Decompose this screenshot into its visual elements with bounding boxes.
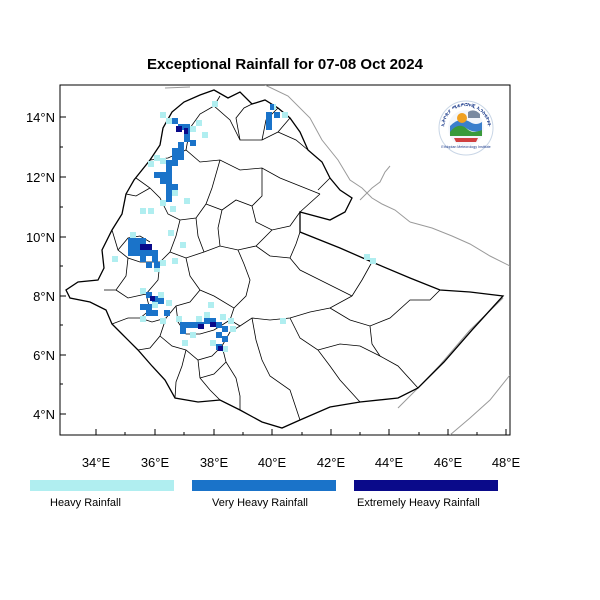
- lon-tick-label: 34°E: [82, 455, 111, 470]
- legend-swatch-very-heavy: [192, 480, 336, 491]
- lat-tick-label: 10°N: [26, 230, 55, 245]
- lon-tick-label: 40°E: [258, 455, 287, 470]
- legend-swatch-extremely-heavy: [354, 480, 498, 491]
- lon-tick-label: 38°E: [200, 455, 229, 470]
- ethiopia-border: [65, 89, 505, 429]
- lon-tick-label: 42°E: [317, 455, 346, 470]
- legend-label-very-heavy: Very Heavy Rainfall: [212, 497, 308, 509]
- very-heavy-rainfall-cells: [128, 104, 280, 350]
- lat-tick-label: 12°N: [26, 170, 55, 185]
- lon-tick-label: 36°E: [141, 455, 170, 470]
- legend-label-heavy: Heavy Rainfall: [50, 497, 121, 509]
- institute-logo: ኢትዮጵያ ሜቲዎሮሎጂ ኢንስቲትዩት Ethiopian Meteorolo…: [438, 100, 494, 156]
- lat-tick-label: 14°N: [26, 110, 55, 125]
- lat-tick-label: 4°N: [33, 407, 55, 422]
- lon-tick-label: 44°E: [375, 455, 404, 470]
- axis-ticks: [60, 116, 507, 435]
- heavy-rainfall-cells: [112, 101, 376, 352]
- lat-tick-label: 6°N: [33, 348, 55, 363]
- lat-tick-label: 8°N: [33, 289, 55, 304]
- lon-tick-label: 46°E: [434, 455, 463, 470]
- map-title: Exceptional Rainfall for 07-08 Oct 2024: [147, 56, 423, 73]
- extremely-heavy-rainfall-cells: [140, 126, 223, 351]
- legend-label-extremely-heavy: Extremely Heavy Rainfall: [357, 497, 480, 509]
- logo-bottom-text: Ethiopian Meteorology Institute: [441, 145, 490, 149]
- legend-swatch-heavy: [30, 480, 174, 491]
- admin-boundaries: [104, 95, 441, 421]
- lon-tick-label: 48°E: [492, 455, 521, 470]
